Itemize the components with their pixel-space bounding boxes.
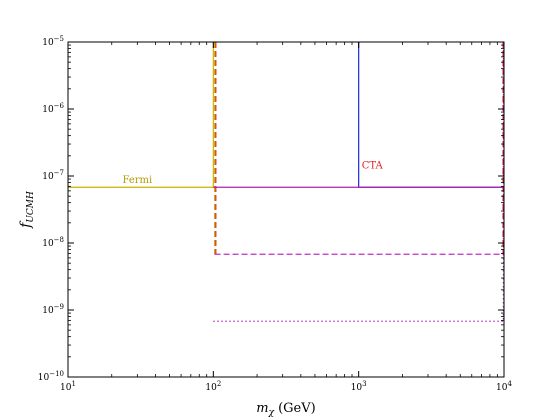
x-tick-exponent: 2 <box>217 380 221 388</box>
annotation-cta: CTA <box>362 160 384 171</box>
y-tick-base: 10 <box>42 306 54 316</box>
series-layer <box>68 42 504 322</box>
x-tick-label: 101 <box>60 380 76 393</box>
y-tick-exponent: −9 <box>54 303 64 311</box>
y-tick-exponent: −8 <box>54 236 64 244</box>
y-tick-label: 10−10 <box>38 370 64 383</box>
y-tick-label: 10−7 <box>42 169 64 182</box>
y-tick-base: 10 <box>42 38 54 48</box>
x-tick-exponent: 3 <box>362 380 366 388</box>
y-tick-base: 10 <box>42 172 54 182</box>
y-axis-subscript: UCMH <box>26 191 36 223</box>
x-tick-base: 10 <box>496 383 508 393</box>
x-tick-base: 10 <box>351 383 363 393</box>
y-tick-exponent: −5 <box>54 35 64 43</box>
x-axis-subscript: χ <box>268 408 275 418</box>
y-tick-label: 10−9 <box>42 303 64 316</box>
x-axis-unit: (GeV) <box>278 401 316 416</box>
y-tick-base: 10 <box>38 373 50 383</box>
y-tick-base: 10 <box>42 105 54 115</box>
y-tick-base: 10 <box>42 239 54 249</box>
x-tick-label: 102 <box>205 380 221 393</box>
x-axis-title: mχ (GeV) <box>256 401 315 418</box>
y-tick-exponent: −10 <box>49 370 64 378</box>
x-tick-base: 10 <box>60 383 72 393</box>
x-tick-label: 104 <box>496 380 512 393</box>
y-tick-label: 10−5 <box>42 35 64 48</box>
x-tick-base: 10 <box>205 383 217 393</box>
x-tick-exponent: 1 <box>71 380 75 388</box>
label-layer: 101 102 103 10410−1010−910−810−710−610−5Fer… <box>38 35 513 393</box>
annotation-fermi: Fermi <box>122 175 152 186</box>
y-tick-label: 10−6 <box>42 102 64 115</box>
y-tick-exponent: −6 <box>54 102 65 110</box>
y-axis-title: fUCMH <box>18 191 36 229</box>
y-axis-symbol: f <box>18 220 34 229</box>
y-tick-label: 10−8 <box>42 236 64 249</box>
x-tick-exponent: 4 <box>507 380 512 388</box>
y-tick-exponent: −7 <box>54 169 64 177</box>
plot-frame <box>67 41 505 378</box>
x-axis-symbol: m <box>256 401 268 416</box>
x-tick-label: 103 <box>351 380 367 393</box>
